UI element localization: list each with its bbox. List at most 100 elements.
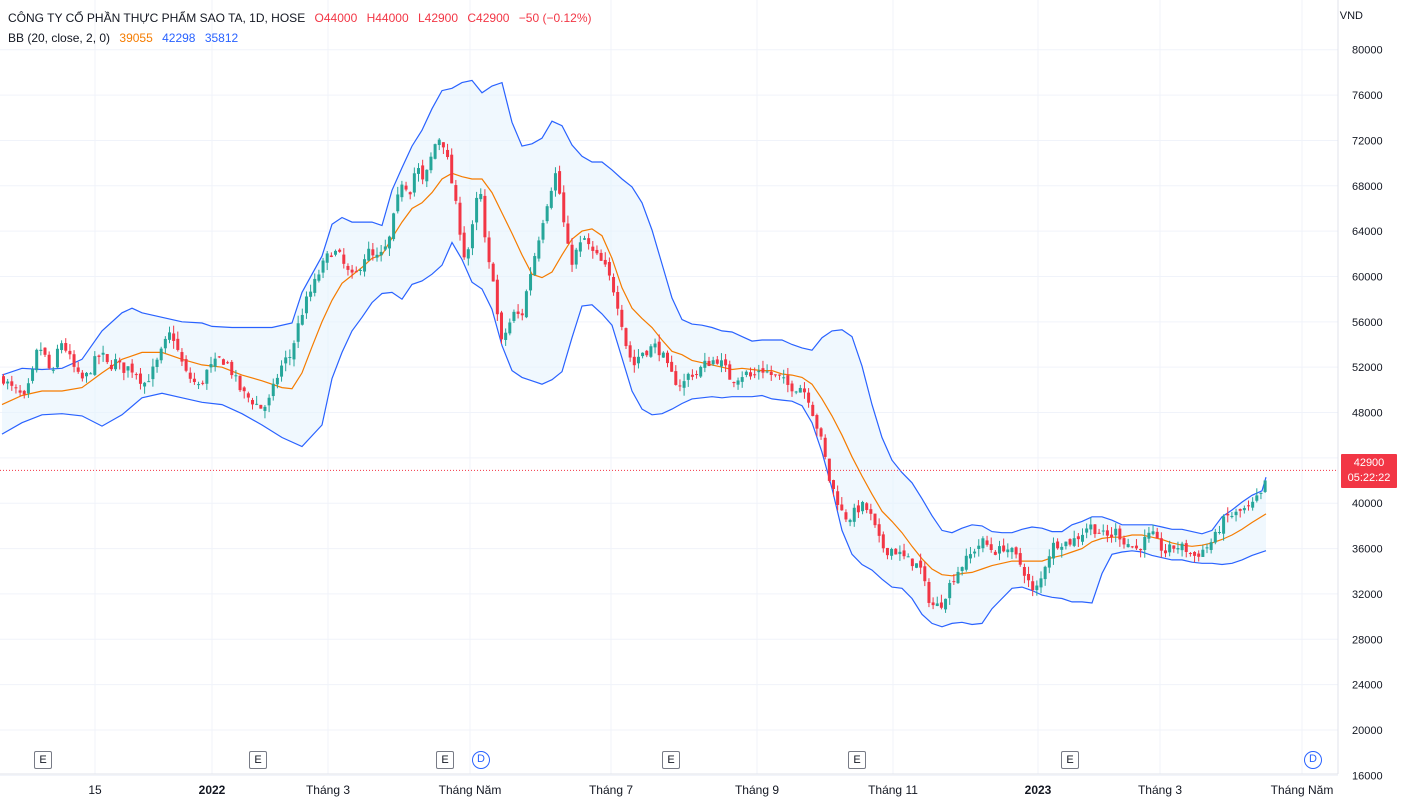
- candle-body: [852, 507, 856, 522]
- candle-body: [188, 372, 192, 379]
- earnings-marker[interactable]: E: [34, 751, 52, 769]
- candle-body: [1164, 550, 1167, 554]
- candle-body: [85, 372, 88, 377]
- candle-body: [358, 269, 362, 271]
- price-tick-label: 20000: [1352, 725, 1383, 737]
- price-tick-label: 68000: [1352, 181, 1383, 193]
- candle-body: [143, 382, 147, 387]
- earnings-marker[interactable]: E: [1061, 751, 1079, 769]
- candle-body: [1093, 524, 1097, 535]
- candle-body: [520, 313, 524, 316]
- candle-body: [653, 343, 657, 348]
- price-tick-label: 48000: [1352, 408, 1383, 420]
- candle-body: [1180, 543, 1184, 551]
- candle-body: [300, 314, 304, 325]
- candle-body: [1139, 548, 1143, 551]
- candle-body: [101, 352, 105, 355]
- candle-body: [417, 168, 420, 174]
- candle-body: [6, 381, 10, 384]
- candle-body: [1035, 585, 1039, 591]
- candle-body: [939, 602, 943, 608]
- candle-body: [51, 369, 55, 371]
- candle-body: [1118, 528, 1122, 540]
- candle-body: [753, 374, 757, 376]
- candlestick-series: [2, 138, 1267, 613]
- earnings-marker[interactable]: E: [848, 751, 866, 769]
- candle-body: [296, 323, 300, 342]
- candle-body: [744, 371, 748, 376]
- dividend-marker[interactable]: D: [472, 751, 490, 769]
- candle-body: [338, 249, 342, 252]
- candle-body: [504, 332, 508, 340]
- candle-body: [641, 352, 645, 357]
- indicator-legend: BB (20, close, 2, 0) 39055 42298 35812: [8, 31, 244, 45]
- candle-body: [790, 383, 794, 392]
- earnings-marker[interactable]: E: [249, 751, 267, 769]
- candle-body: [392, 213, 396, 240]
- candle-body: [989, 544, 993, 550]
- candle-body: [1101, 530, 1105, 532]
- candle-body: [263, 406, 267, 411]
- candle-body: [209, 364, 213, 368]
- candle-body: [1184, 543, 1188, 552]
- price-tick-label: 80000: [1352, 45, 1383, 57]
- candle-body: [441, 142, 445, 148]
- candle-body: [516, 311, 520, 314]
- candle-body: [736, 380, 740, 385]
- candle-body: [840, 504, 844, 511]
- candle-body: [649, 346, 653, 357]
- ohlc-low: L42900: [417, 11, 459, 25]
- candle-body: [827, 458, 831, 481]
- candle-body: [205, 369, 209, 384]
- candle-body: [931, 602, 935, 606]
- earnings-marker[interactable]: E: [436, 751, 454, 769]
- candle-body: [1188, 553, 1192, 555]
- candle-body: [1031, 581, 1035, 591]
- candle-body: [400, 184, 404, 198]
- candle-body: [466, 249, 470, 259]
- candle-body: [732, 382, 736, 384]
- candle-body: [628, 345, 632, 358]
- candle-body: [570, 244, 574, 265]
- candle-body: [578, 242, 582, 252]
- candle-body: [234, 375, 238, 377]
- candle-body: [1242, 508, 1246, 511]
- candle-body: [670, 361, 674, 372]
- candle-body: [1251, 501, 1255, 508]
- candle-body: [848, 519, 852, 523]
- bb-basis-value: 39055: [119, 31, 153, 45]
- candle-body: [1247, 505, 1250, 507]
- candle-body: [354, 271, 358, 273]
- candle-body: [865, 503, 869, 510]
- candle-body: [371, 249, 375, 256]
- candle-body: [1002, 545, 1006, 552]
- bollinger-lower-line: [1, 241, 1267, 628]
- candle-body: [470, 224, 474, 249]
- candle-body: [213, 358, 217, 367]
- dividend-marker[interactable]: D: [1304, 751, 1322, 769]
- candle-body: [275, 377, 279, 385]
- candle-body: [76, 367, 80, 372]
- candle-body: [935, 603, 939, 607]
- earnings-marker[interactable]: E: [662, 751, 680, 769]
- candle-body: [815, 415, 819, 429]
- candle-body: [1018, 553, 1022, 565]
- indicator-name[interactable]: BB (20, close, 2, 0): [8, 31, 111, 45]
- bollinger-upper-line: [1, 79, 1267, 535]
- candle-body: [881, 534, 885, 549]
- candle-body: [221, 359, 225, 365]
- candle-body: [923, 566, 927, 582]
- candle-body: [678, 385, 682, 387]
- candle-body: [603, 259, 607, 265]
- symbol-title[interactable]: CÔNG TY CỔ PHẦN THỰC PHẨM SAO TA, 1D, HO…: [8, 11, 306, 25]
- candle-body: [724, 359, 728, 366]
- candle-body: [159, 348, 163, 361]
- candle-body: [529, 274, 533, 291]
- candle-body: [1060, 546, 1064, 550]
- candle-body: [533, 256, 537, 275]
- candle-body: [1014, 547, 1018, 555]
- candle-body: [894, 548, 898, 555]
- candle-body: [877, 524, 881, 536]
- candle-body: [786, 375, 790, 385]
